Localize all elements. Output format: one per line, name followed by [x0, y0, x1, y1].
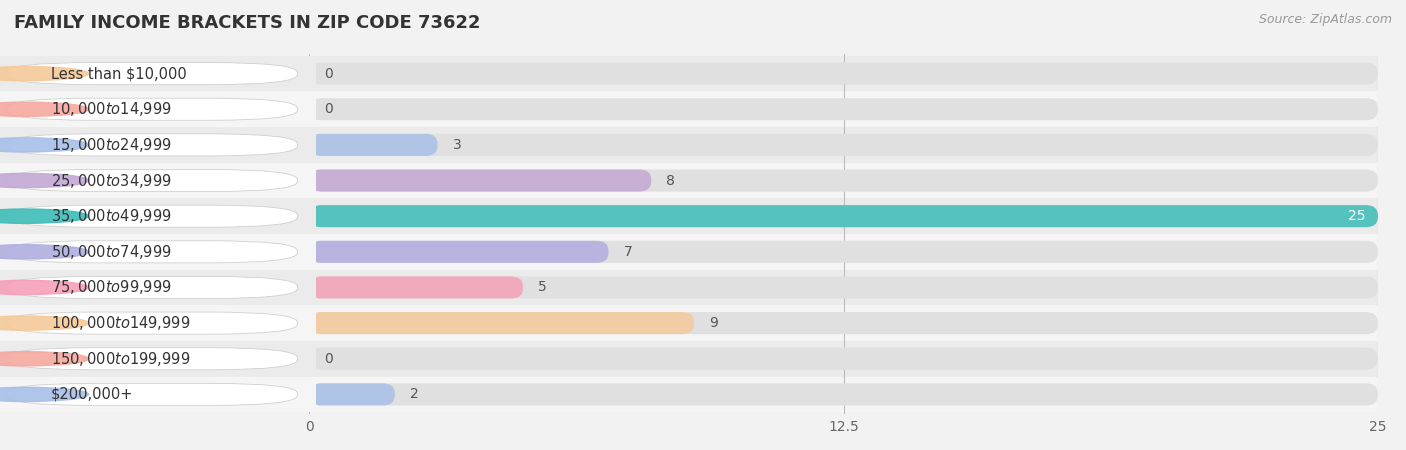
Bar — [0, 198, 316, 234]
FancyBboxPatch shape — [309, 383, 395, 405]
Bar — [309, 341, 1378, 377]
FancyBboxPatch shape — [309, 134, 1378, 156]
Text: FAMILY INCOME BRACKETS IN ZIP CODE 73622: FAMILY INCOME BRACKETS IN ZIP CODE 73622 — [14, 14, 481, 32]
FancyBboxPatch shape — [7, 348, 298, 370]
FancyBboxPatch shape — [309, 312, 1378, 334]
Text: 2: 2 — [409, 387, 419, 401]
Bar — [0, 234, 316, 270]
FancyBboxPatch shape — [7, 134, 298, 156]
FancyBboxPatch shape — [309, 241, 609, 263]
Circle shape — [0, 209, 89, 223]
Text: Less than $10,000: Less than $10,000 — [51, 66, 187, 81]
Text: $10,000 to $14,999: $10,000 to $14,999 — [51, 100, 172, 118]
Bar — [309, 305, 1378, 341]
Bar — [309, 127, 1378, 163]
FancyBboxPatch shape — [309, 205, 1378, 227]
FancyBboxPatch shape — [309, 383, 1378, 405]
Text: $25,000 to $34,999: $25,000 to $34,999 — [51, 171, 172, 189]
Bar — [309, 91, 1378, 127]
FancyBboxPatch shape — [7, 312, 298, 334]
Bar — [0, 270, 316, 305]
Text: $200,000+: $200,000+ — [51, 387, 134, 402]
Text: 0: 0 — [325, 102, 333, 116]
FancyBboxPatch shape — [7, 63, 298, 85]
Bar — [0, 91, 316, 127]
Circle shape — [0, 387, 89, 401]
FancyBboxPatch shape — [309, 170, 1378, 192]
Text: 0: 0 — [325, 67, 333, 81]
FancyBboxPatch shape — [309, 205, 1378, 227]
FancyBboxPatch shape — [309, 276, 1378, 298]
Bar — [309, 234, 1378, 270]
Text: Source: ZipAtlas.com: Source: ZipAtlas.com — [1258, 14, 1392, 27]
FancyBboxPatch shape — [309, 98, 1378, 120]
Circle shape — [0, 173, 89, 188]
FancyBboxPatch shape — [309, 348, 1378, 370]
Circle shape — [0, 245, 89, 259]
FancyBboxPatch shape — [309, 241, 1378, 263]
Circle shape — [0, 280, 89, 295]
Bar — [0, 163, 316, 198]
Circle shape — [0, 67, 89, 81]
Text: $100,000 to $149,999: $100,000 to $149,999 — [51, 314, 190, 332]
Text: 7: 7 — [623, 245, 633, 259]
FancyBboxPatch shape — [7, 276, 298, 298]
Bar — [309, 270, 1378, 305]
FancyBboxPatch shape — [309, 170, 651, 192]
FancyBboxPatch shape — [309, 63, 1378, 85]
Text: $75,000 to $99,999: $75,000 to $99,999 — [51, 279, 172, 297]
FancyBboxPatch shape — [7, 98, 298, 120]
Circle shape — [0, 138, 89, 152]
Bar — [309, 56, 1378, 91]
Text: 25: 25 — [1347, 209, 1365, 223]
Text: $35,000 to $49,999: $35,000 to $49,999 — [51, 207, 172, 225]
Circle shape — [0, 351, 89, 366]
Text: 0: 0 — [325, 352, 333, 366]
FancyBboxPatch shape — [7, 170, 298, 192]
FancyBboxPatch shape — [7, 383, 298, 405]
Bar — [0, 305, 316, 341]
Text: 9: 9 — [709, 316, 718, 330]
Bar — [0, 127, 316, 163]
Text: $150,000 to $199,999: $150,000 to $199,999 — [51, 350, 190, 368]
Text: 5: 5 — [538, 280, 547, 294]
FancyBboxPatch shape — [309, 276, 523, 298]
Text: 8: 8 — [666, 174, 675, 188]
Text: $15,000 to $24,999: $15,000 to $24,999 — [51, 136, 172, 154]
Bar — [0, 56, 316, 91]
Bar — [309, 163, 1378, 198]
Text: $50,000 to $74,999: $50,000 to $74,999 — [51, 243, 172, 261]
Bar — [309, 198, 1378, 234]
FancyBboxPatch shape — [7, 205, 298, 227]
Circle shape — [0, 102, 89, 117]
FancyBboxPatch shape — [309, 134, 437, 156]
FancyBboxPatch shape — [309, 312, 695, 334]
Bar — [0, 377, 316, 412]
Bar — [309, 377, 1378, 412]
Text: 3: 3 — [453, 138, 461, 152]
FancyBboxPatch shape — [7, 241, 298, 263]
Bar — [0, 341, 316, 377]
Circle shape — [0, 316, 89, 330]
